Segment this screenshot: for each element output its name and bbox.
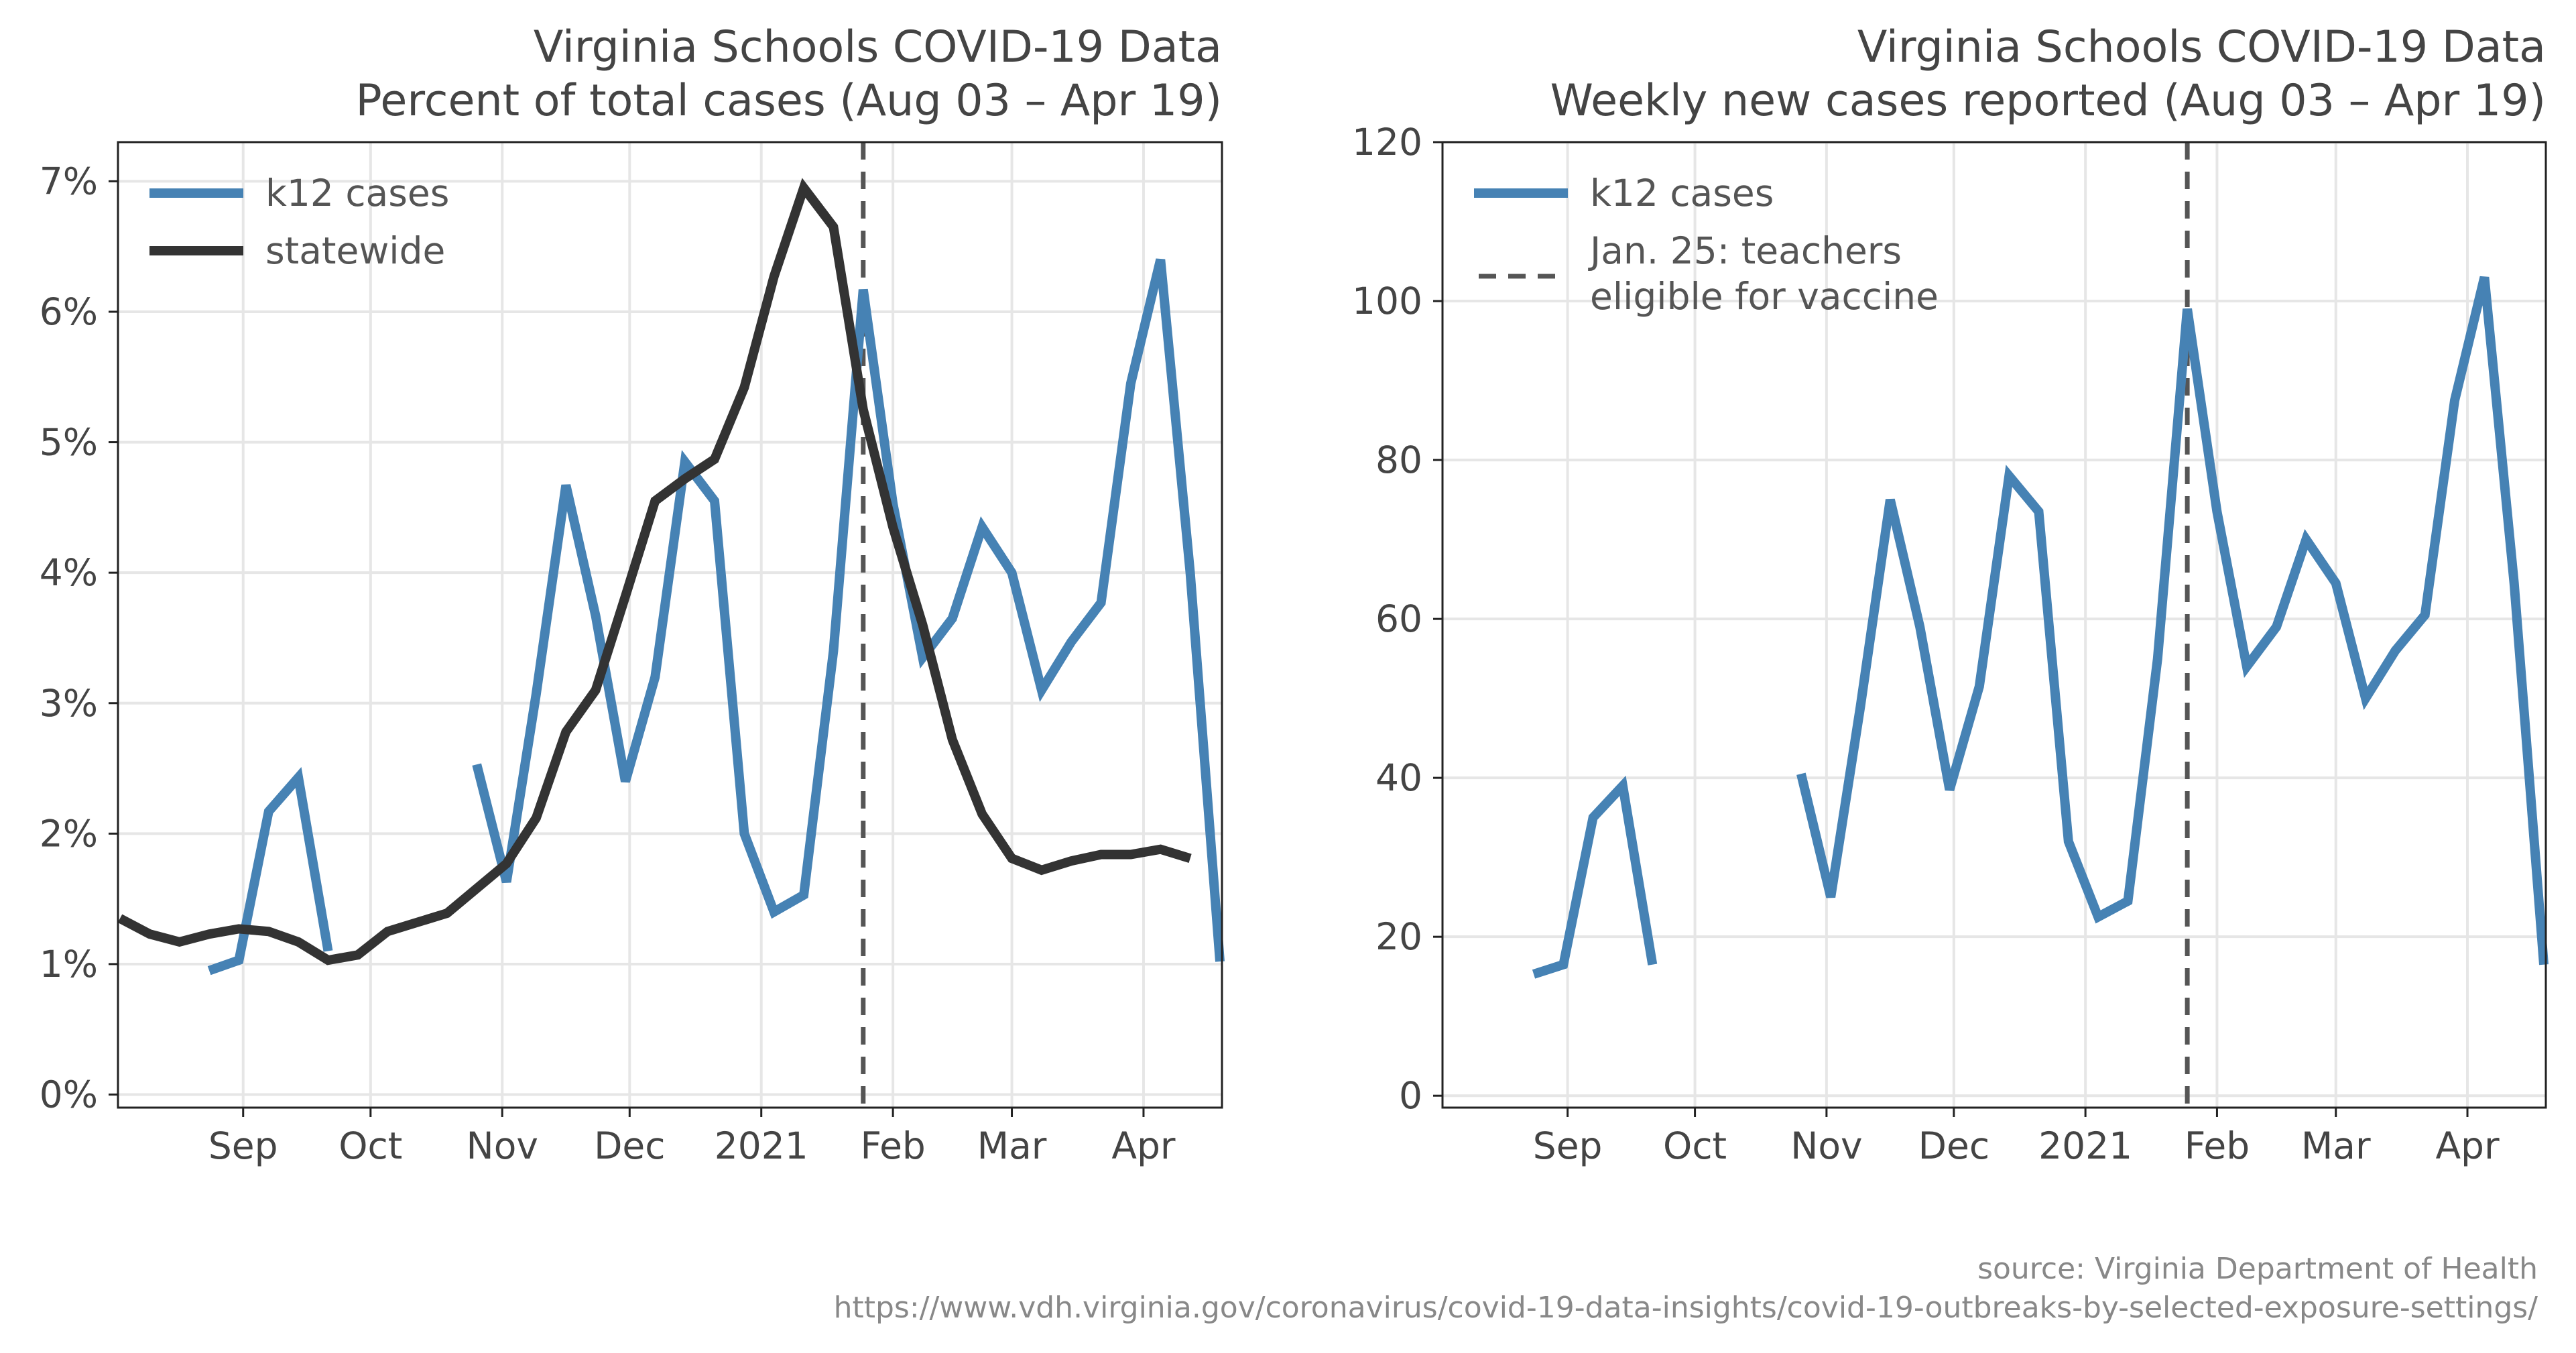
- x-tick-label: Apr: [1111, 1124, 1176, 1167]
- y-tick-label: 7%: [40, 160, 98, 202]
- x-tick-label: Mar: [2301, 1124, 2371, 1167]
- x-tick-label: 2021: [715, 1124, 808, 1167]
- percent-cases-chart: Virginia Schools COVID-19 Data Percent o…: [40, 22, 1225, 1167]
- y-tick-label: 20: [1375, 915, 1422, 958]
- legend-statewide-label: statewide: [265, 229, 445, 272]
- k12-cases-series-line: [207, 767, 333, 976]
- y-tick-label: 80: [1375, 438, 1422, 481]
- y-tick-label: 2%: [40, 812, 98, 855]
- y-tick-label: 100: [1352, 280, 1422, 322]
- x-tick-label: Apr: [2435, 1124, 2500, 1167]
- chart1-series-group: [117, 178, 1225, 976]
- chart1-x-ticks: Sep Oct Nov Dec 2021 Feb Mar Apr: [208, 1108, 1176, 1167]
- y-tick-label: 5%: [40, 421, 98, 464]
- x-tick-label: Dec: [594, 1124, 665, 1167]
- source-line2: https://www.vdh.virginia.gov/coronavirus…: [834, 1291, 2538, 1325]
- y-tick-label: 120: [1352, 121, 1422, 164]
- chart2-subtitle: Weekly new cases reported (Aug 03 – Apr …: [1550, 76, 2546, 126]
- y-tick-label: 40: [1375, 756, 1422, 799]
- x-tick-label: Mar: [977, 1124, 1047, 1167]
- chart2-title: Virginia Schools COVID-19 Data: [1857, 22, 2546, 72]
- source-line1: source: Virginia Department of Health: [1977, 1252, 2538, 1286]
- chart1-subtitle: Percent of total cases (Aug 03 – Apr 19): [356, 76, 1222, 126]
- weekly-cases-chart: Virginia Schools COVID-19 Data Weekly ne…: [1352, 22, 2549, 1167]
- x-tick-label: 2021: [2038, 1124, 2132, 1167]
- chart2-x-ticks: Sep Oct Nov Dec 2021 Feb Mar Apr: [1533, 1108, 2500, 1167]
- chart1-axes-frame: [117, 141, 1223, 1109]
- y-tick-label: 0: [1399, 1074, 1422, 1117]
- x-tick-label: Oct: [339, 1124, 402, 1167]
- k12-cases-series-line: [1532, 775, 1658, 979]
- chart2-y-ticks: 0 20 40 60 80 100 120: [1352, 121, 1443, 1117]
- k12-cases-series-line: [472, 258, 1225, 962]
- legend-vline-label-line2: eligible for vaccine: [1590, 275, 1939, 318]
- chart2-axes-frame: [1441, 141, 2547, 1109]
- chart2-series-group: [1532, 276, 2549, 979]
- chart1-y-ticks: 0% 1% 2% 3% 4% 5% 6% 7%: [40, 160, 118, 1116]
- y-tick-label: 3%: [40, 682, 98, 725]
- chart2-grid: [1443, 141, 2546, 1108]
- y-tick-label: 60: [1375, 597, 1422, 640]
- x-tick-label: Nov: [467, 1124, 538, 1167]
- x-tick-label: Feb: [2185, 1124, 2250, 1167]
- legend-vline-label-line1: Jan. 25: teachers: [1588, 229, 1902, 272]
- y-tick-label: 1%: [40, 943, 98, 986]
- y-tick-label: 0%: [40, 1073, 98, 1116]
- x-tick-label: Nov: [1790, 1124, 1862, 1167]
- statewide-series-line: [117, 178, 1192, 965]
- chart1-grid: [118, 142, 1222, 1108]
- x-tick-label: Sep: [208, 1124, 278, 1167]
- chart1-title: Virginia Schools COVID-19 Data: [534, 22, 1222, 72]
- y-tick-label: 6%: [40, 290, 98, 333]
- k12-cases-series-line: [1796, 276, 2549, 965]
- x-tick-label: Dec: [1918, 1124, 1989, 1167]
- x-tick-label: Feb: [860, 1124, 925, 1167]
- chart2-legend: k12 cases Jan. 25: teachers eligible for…: [1474, 172, 1939, 318]
- x-tick-label: Oct: [1663, 1124, 1727, 1167]
- legend-k12-label: k12 cases: [1590, 172, 1774, 215]
- x-tick-label: Sep: [1533, 1124, 1603, 1167]
- y-tick-label: 4%: [40, 551, 98, 594]
- legend-k12-label: k12 cases: [265, 172, 449, 215]
- chart1-legend: k12 cases statewide: [149, 172, 449, 272]
